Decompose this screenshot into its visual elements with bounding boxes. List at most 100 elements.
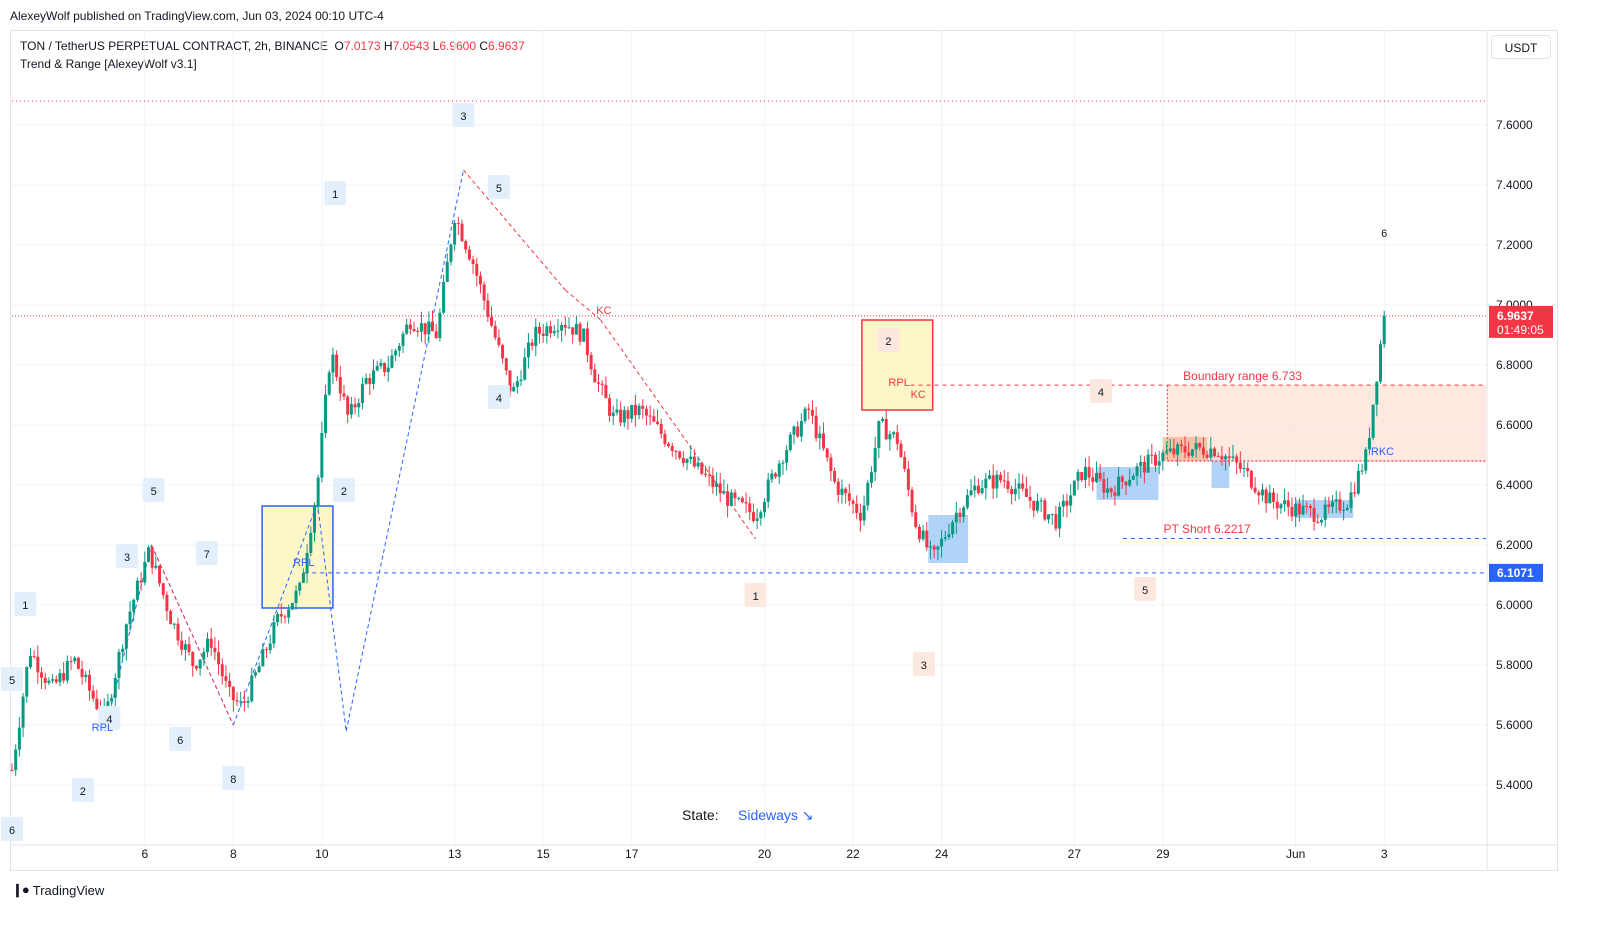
wave-marker-label: 4: [496, 393, 502, 405]
candle-body: [1157, 461, 1161, 466]
candle-body: [962, 507, 966, 517]
candle-body: [87, 674, 91, 691]
candle-body: [471, 259, 475, 265]
candle-body: [453, 222, 457, 245]
last-price-tag: [1489, 305, 1553, 338]
candle-body: [648, 415, 652, 417]
candle-body: [1283, 500, 1287, 505]
candle-body: [1039, 500, 1043, 502]
x-tick-label: 8: [230, 847, 237, 861]
candle-body: [851, 500, 855, 504]
candle-body: [1227, 456, 1231, 458]
wave-marker-badge: [116, 544, 139, 568]
candle-body: [921, 530, 925, 540]
candle-body: [1331, 501, 1335, 507]
candle-body: [301, 573, 305, 583]
candle-body: [1176, 444, 1180, 455]
candle-body: [707, 474, 711, 476]
candle-body: [1194, 443, 1198, 450]
candle-body: [1220, 456, 1224, 460]
candle-body: [416, 331, 420, 333]
candle-body: [560, 325, 564, 331]
candle-body: [379, 363, 383, 366]
candle-body: [652, 416, 656, 422]
candle-body: [947, 534, 951, 538]
candle-body: [1109, 488, 1113, 493]
candle-body: [637, 405, 641, 416]
wave-marker-badge: [98, 706, 121, 730]
tradingview-brand: TradingView: [32, 882, 105, 898]
candle-body: [803, 408, 807, 422]
candle-body: [25, 667, 29, 697]
candle-body: [1275, 501, 1279, 509]
candle-body: [91, 690, 95, 699]
blue-level-tag: [1489, 563, 1543, 582]
open-label: O: [334, 39, 344, 53]
candle-body: [1286, 500, 1290, 507]
candle-body: [1076, 472, 1080, 481]
candle-body: [412, 328, 416, 332]
currency-button[interactable]: USDT: [1491, 35, 1551, 59]
wave-marker-badge: [487, 385, 510, 409]
candle-body: [390, 355, 394, 368]
candle-body: [552, 331, 556, 334]
candle-body: [493, 325, 497, 338]
candle-body: [619, 409, 623, 423]
pt-short-label: PT Short 6.2217: [1164, 522, 1251, 536]
indicator-legend[interactable]: Trend & Range [AlexeyWolf v3.1]: [20, 57, 197, 71]
candle-body: [1043, 500, 1047, 520]
candle-body: [1146, 454, 1150, 473]
candle-body: [464, 241, 468, 250]
candle-body: [571, 327, 575, 335]
candle-body: [888, 434, 892, 440]
candle-body: [427, 321, 431, 335]
candle-body: [759, 512, 763, 519]
candle-body: [490, 316, 494, 326]
candle-body: [512, 386, 516, 392]
wave-marker-badge: [169, 727, 192, 751]
candle-body: [556, 330, 560, 332]
candle-body: [209, 638, 213, 648]
candle-body: [917, 527, 921, 540]
candle-body: [785, 450, 789, 463]
y-tick-label: 7.2000: [1496, 238, 1533, 252]
wave-marker-label: 1: [22, 600, 28, 612]
candle-body: [312, 505, 316, 533]
blue-level-value: 6.1071: [1497, 566, 1534, 580]
candle-body: [467, 249, 471, 260]
candle-body: [172, 623, 176, 625]
candle-body: [1017, 483, 1021, 489]
candle-body: [338, 377, 342, 394]
candle-body: [1183, 446, 1187, 453]
candle-body: [69, 661, 73, 663]
candle-body: [213, 647, 217, 653]
candle-body: [1128, 479, 1132, 486]
candle-body: [220, 664, 224, 677]
candle-body: [899, 443, 903, 458]
candle-body: [1172, 448, 1176, 455]
publisher-line: AlexeyWolf published on TradingView.com,…: [10, 9, 384, 23]
candle-body: [383, 363, 387, 373]
candle-body: [792, 426, 796, 435]
candle-body: [47, 680, 51, 683]
candle-body: [910, 489, 914, 513]
candle-body: [692, 456, 696, 467]
candle-body: [1235, 456, 1239, 463]
candle-body: [165, 594, 169, 612]
candle-body: [124, 624, 128, 649]
high-label: H: [383, 39, 393, 53]
candle-body: [1382, 315, 1386, 345]
candle-body: [206, 638, 210, 653]
x-tick-label: 3: [1381, 847, 1388, 861]
tradingview-logo[interactable]: ❙● TradingView: [12, 882, 104, 898]
y-tick-label: 6.4000: [1496, 478, 1533, 492]
x-tick-label: 20: [758, 847, 772, 861]
candle-body: [95, 698, 99, 710]
wave-marker-badge: [1134, 577, 1157, 601]
candle-body: [1301, 505, 1305, 515]
candle-body: [191, 652, 195, 667]
wave-marker-badge: [452, 103, 475, 127]
symbol-title[interactable]: TON / TetherUS PERPETUAL CONTRACT, 2h, B…: [20, 39, 328, 53]
kc-label-top: KC: [596, 305, 611, 317]
